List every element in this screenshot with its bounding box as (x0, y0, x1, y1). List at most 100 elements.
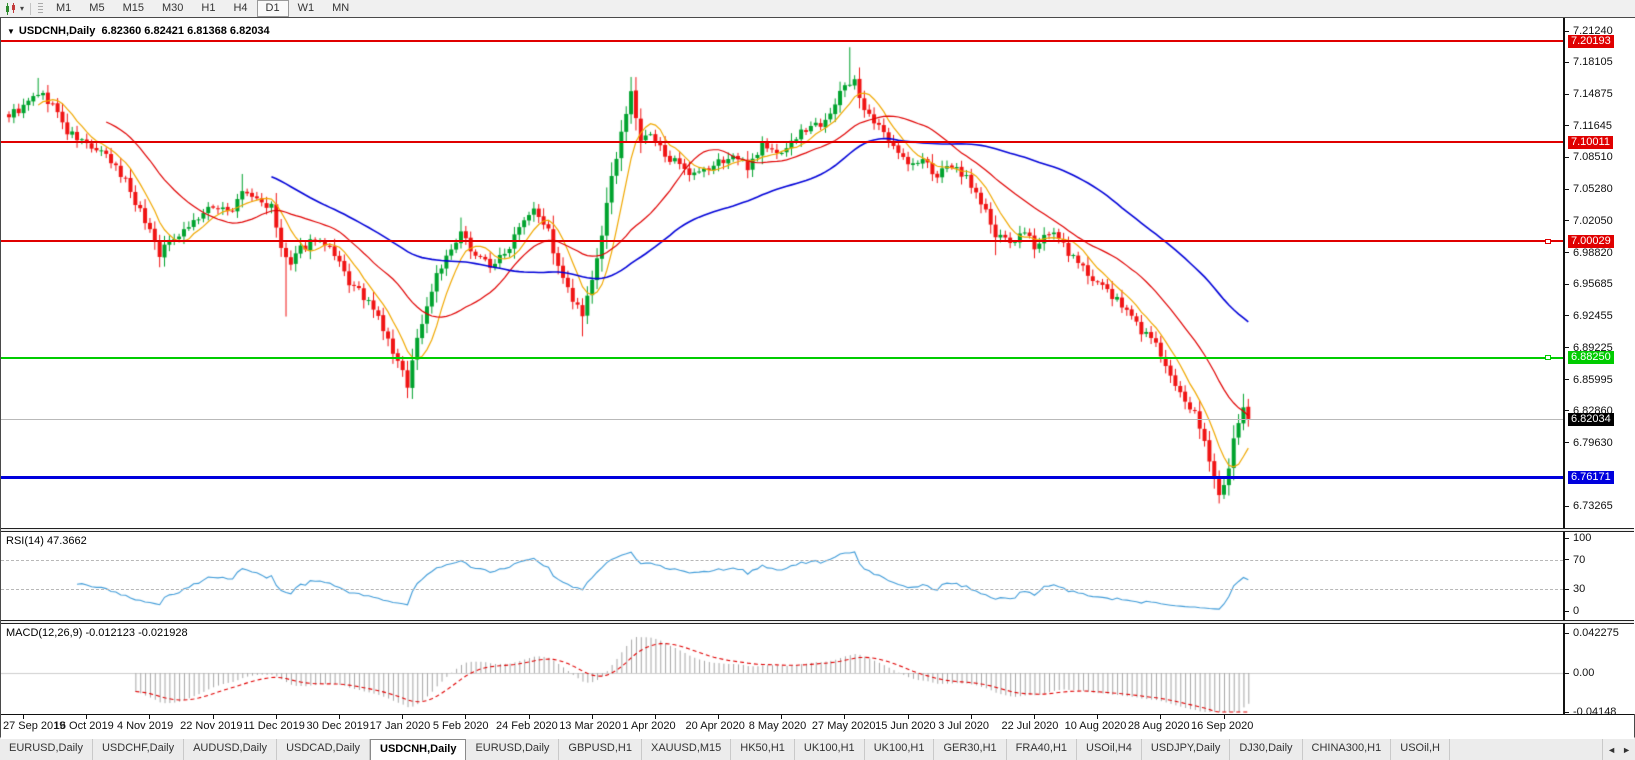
price-tick-mark (1565, 284, 1569, 285)
price-level-badge: 7.10011 (1568, 135, 1613, 149)
scroll-right-icon[interactable]: ► (1622, 744, 1631, 755)
tab-usoil-h4[interactable]: USOil,H4 (1077, 738, 1142, 760)
tab-eurusd-daily[interactable]: EURUSD,Daily (466, 738, 560, 760)
line-drag-handle[interactable] (1545, 238, 1551, 244)
indicator-scale-label: 30 (1573, 583, 1586, 596)
tab-usoil-h[interactable]: USOil,H (1391, 738, 1450, 760)
price-chart-canvas[interactable] (1, 19, 1563, 528)
indicator-scale-label: 0 (1573, 605, 1580, 617)
tab-usdcnh-daily[interactable]: USDCNH,Daily (370, 739, 467, 760)
chevron-down-icon[interactable]: ▾ (20, 4, 25, 13)
price-level-badge: 7.00029 (1568, 234, 1614, 248)
triangle-down-icon: ▼ (7, 27, 15, 36)
price-tick-label: 6.92455 (1573, 310, 1613, 322)
date-tick-mark (23, 715, 24, 719)
date-label: 10 Aug 2020 (1064, 720, 1127, 732)
date-tick-mark (781, 715, 782, 719)
tab-uk100-h1[interactable]: UK100,H1 (795, 738, 865, 760)
indicator-tick-mark (1565, 559, 1569, 560)
date-label: 1 Apr 2020 (622, 720, 676, 732)
date-axis[interactable]: 27 Sep 2019 16 Oct 2019 4 Nov 2019 22 Nov 2… (1, 714, 1634, 739)
period-button-m5[interactable]: M5 (89, 2, 105, 14)
line-drag-handle[interactable] (1545, 355, 1551, 361)
tab-usdchf-daily[interactable]: USDCHF,Daily (93, 738, 185, 760)
date-tick-mark (149, 715, 150, 719)
price-tick-label: 7.14875 (1573, 88, 1613, 101)
date-tick-mark (908, 715, 909, 719)
horizontal-level-line[interactable] (1, 356, 1563, 359)
date-tick-mark (1224, 715, 1225, 719)
date-label: 11 Dec 2019 (243, 720, 305, 732)
date-label: 13 Mar 2020 (559, 720, 621, 732)
period-button-m15[interactable]: M15 (122, 2, 144, 14)
date-tick-mark (844, 715, 845, 719)
macd-canvas[interactable] (1, 624, 1563, 714)
date-label: 28 Aug 2020 (1127, 720, 1190, 732)
horizontal-level-line[interactable] (1, 141, 1563, 144)
date-tick-mark (402, 715, 403, 719)
pane-splitter[interactable] (1, 620, 1634, 624)
price-tick-label: 7.21240 (1573, 25, 1613, 37)
price-level-badge: 6.88250 (1568, 351, 1614, 365)
price-tick-mark (1565, 62, 1569, 63)
tab-gbpusd-h1[interactable]: GBPUSD,H1 (559, 738, 642, 760)
tab-ger30-h1[interactable]: GER30,H1 (934, 738, 1007, 760)
price-tick-mark (1565, 347, 1569, 348)
period-button-w1[interactable]: W1 (297, 2, 315, 14)
chart-tab-bar: EURUSD,Daily USDCHF,Daily AUDUSD,Daily USDC… (0, 737, 1635, 760)
tab-dj30-daily[interactable]: DJ30,Daily (1230, 738, 1303, 760)
period-button-m1[interactable]: M1 (56, 2, 72, 14)
price-tick-mark (1565, 252, 1569, 253)
tab-usdjpy-daily[interactable]: USDJPY,Daily (1142, 738, 1231, 760)
period-button-m30[interactable]: M30 (161, 2, 184, 14)
chart-title-ohlc: 6.82360 6.82421 6.81368 6.82034 (101, 25, 270, 37)
date-label: 15 Jun 2020 (875, 720, 936, 732)
tab-china300-h1[interactable]: CHINA300,H1 (1303, 738, 1392, 760)
horizontal-level-line[interactable] (1, 40, 1563, 43)
indicator-tick-mark (1565, 611, 1569, 612)
period-button-h4[interactable]: H4 (233, 2, 248, 14)
tab-xauusd-m15[interactable]: XAUUSD,M15 (642, 738, 732, 760)
price-tick-label: 6.95685 (1573, 278, 1613, 291)
tab-eurusd-daily[interactable]: EURUSD,Daily (0, 738, 93, 760)
rsi-pane[interactable]: RSI(14) 47.3662 (1, 532, 1563, 620)
price-tick-label: 7.05280 (1573, 183, 1613, 196)
date-tick-mark (529, 715, 530, 719)
macd-pane[interactable]: MACD(12,26,9) -0.012123 -0.021928 (1, 624, 1563, 714)
indicator-scale-label: 0.042275 (1573, 627, 1619, 639)
period-button-mn[interactable]: MN (332, 2, 350, 14)
horizontal-level-line[interactable] (1, 475, 1563, 479)
date-label: 22 Jul 2020 (1001, 720, 1059, 732)
period-button-d1[interactable]: D1 (256, 0, 289, 17)
price-tick-mark (1565, 506, 1569, 507)
price-axis[interactable]: 7.21240 7.18105 7.14875 7.11645 7.08510 7.052… (1563, 18, 1635, 718)
date-tick-mark (86, 715, 87, 719)
horizontal-level-line[interactable] (1, 240, 1563, 242)
rsi-canvas[interactable] (1, 532, 1563, 620)
price-tick-label: 7.11645 (1573, 120, 1612, 132)
date-label: 8 May 2020 (748, 720, 807, 732)
candlestick-icon (5, 2, 15, 15)
tab-hk50-h1[interactable]: HK50,H1 (731, 738, 795, 760)
period-button-h1[interactable]: H1 (201, 2, 216, 14)
indicator-tick-mark (1565, 633, 1569, 634)
chart-tools-icon[interactable] (2, 2, 20, 15)
price-tick-mark (1565, 125, 1569, 126)
toolbar-grip-handle[interactable] (38, 2, 44, 15)
scroll-left-icon[interactable]: ◄ (1607, 744, 1617, 755)
date-label: 5 Feb 2020 (432, 720, 489, 732)
tab-audusd-daily[interactable]: AUDUSD,Daily (184, 738, 278, 760)
date-tick-mark (1160, 715, 1161, 719)
tab-fra40-h1[interactable]: FRA40,H1 (1007, 738, 1078, 760)
rsi-level-line (1, 589, 1563, 591)
price-pane[interactable] (1, 19, 1563, 528)
current-price-badge: 6.82034 (1568, 412, 1614, 426)
pane-splitter[interactable] (1, 528, 1634, 532)
current-price-line (1, 419, 1563, 421)
tab-scroll-buttons: ◄ ► (1602, 738, 1635, 760)
tab-usdcad-daily[interactable]: USDCAD,Daily (277, 738, 371, 760)
tab-uk100-h1[interactable]: UK100,H1 (865, 738, 935, 760)
date-label: 3 Jul 2020 (938, 720, 990, 732)
date-tick-mark (276, 715, 277, 719)
indicator-tick-mark (1565, 673, 1569, 674)
